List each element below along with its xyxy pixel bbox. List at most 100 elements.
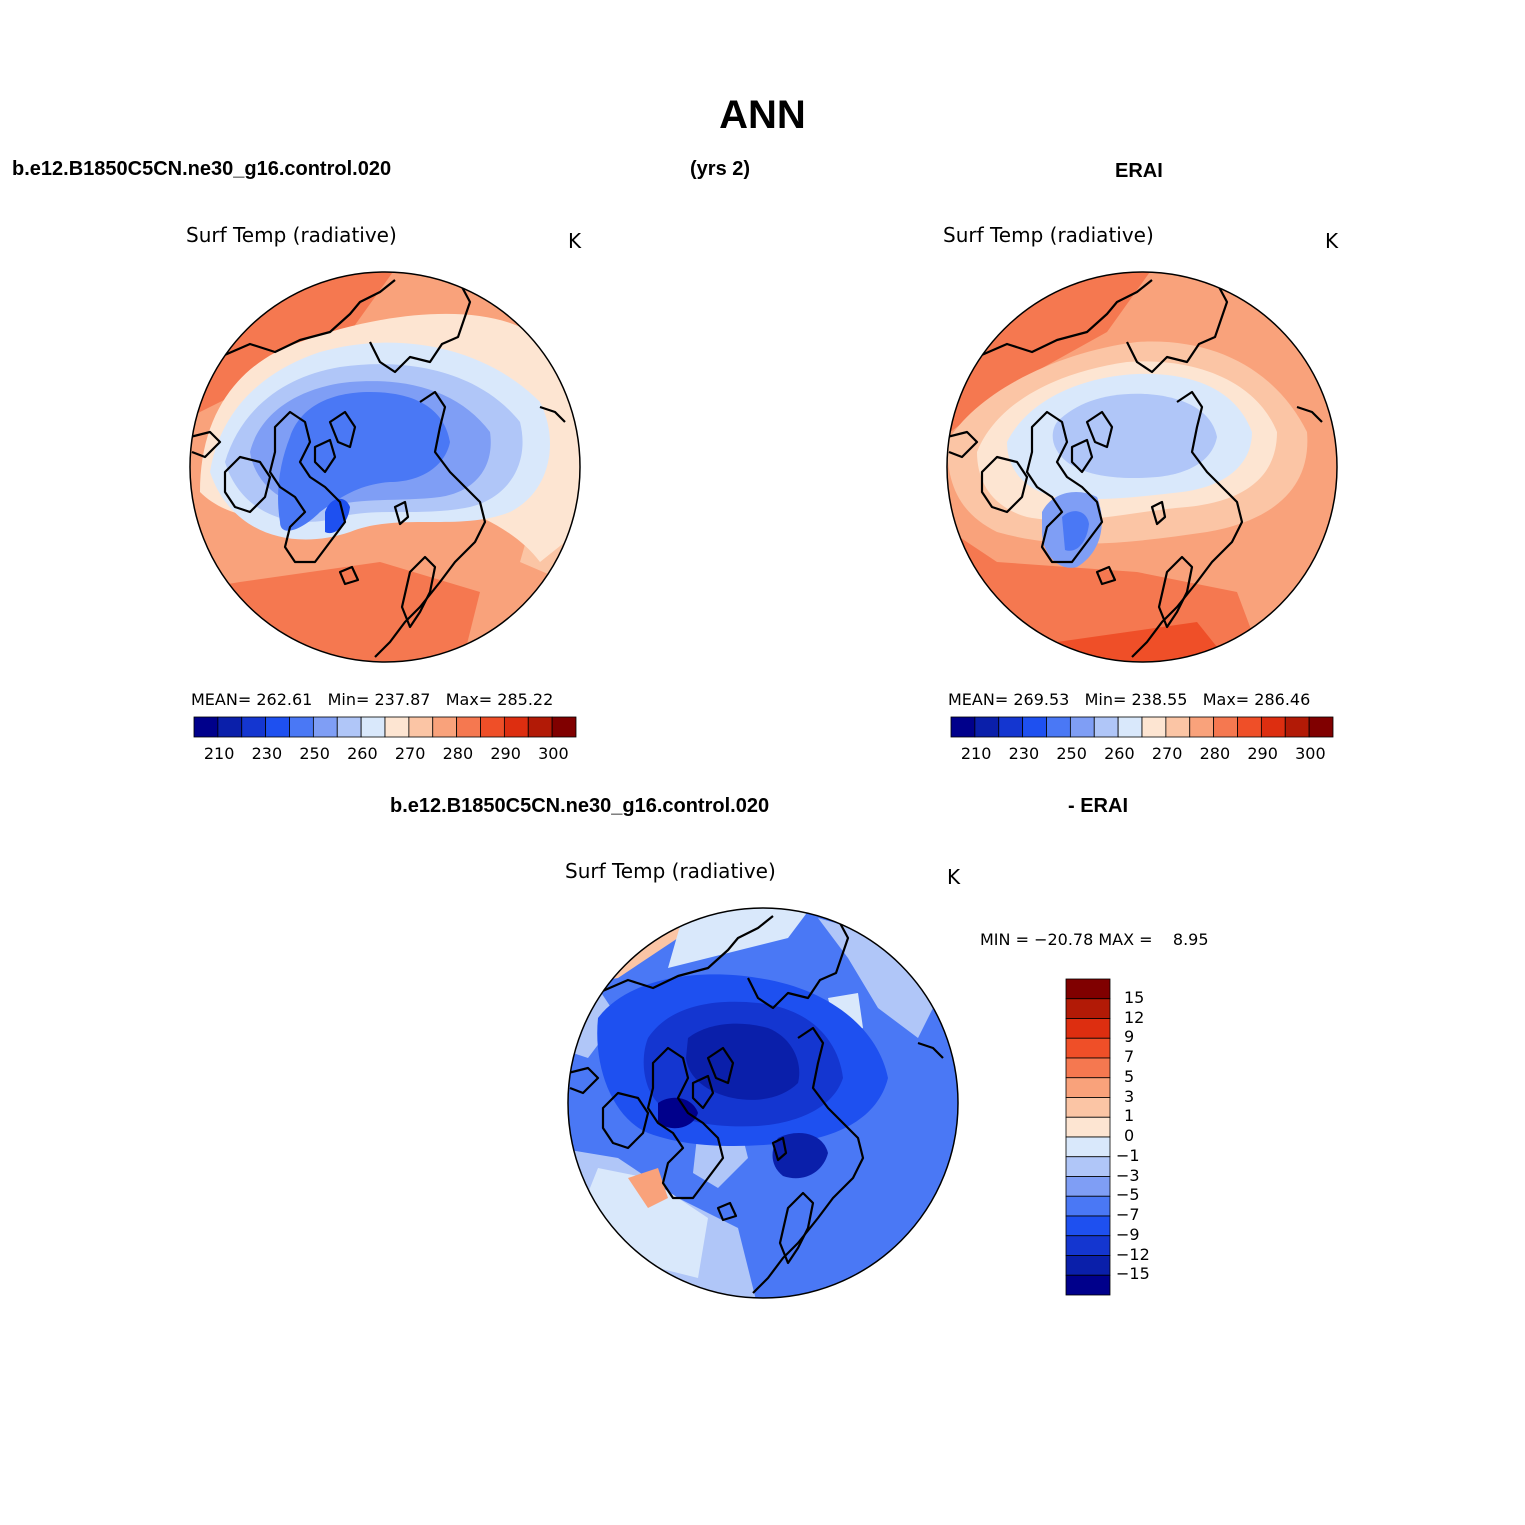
obs-colorbar-tick-label: 230 (1008, 744, 1040, 763)
obs-colorbar-box (1308, 716, 1334, 738)
obs-colorbar-box (1165, 716, 1191, 738)
diff-colorbar-box (1065, 1136, 1111, 1158)
model-min-value: 237.87 (374, 690, 431, 709)
obs-colorbar (950, 716, 1334, 738)
diff-colorbar-box (1065, 1195, 1111, 1217)
reference-header: ERAI (1115, 160, 1163, 182)
model-max-label: Max= (445, 690, 493, 709)
diff-colorbar-box (1065, 1176, 1111, 1197)
model-colorbar-box (527, 716, 553, 738)
diff-colorbar-tick-label: 12 (1124, 1007, 1145, 1027)
diff-colorbar-box (1065, 1018, 1111, 1039)
model-polar-map (189, 271, 581, 663)
model-colorbar-box (312, 716, 338, 738)
obs-colorbar-box (1093, 716, 1119, 738)
model-min-label: Min= (327, 690, 370, 709)
diff-colorbar-tick-label: 7 (1124, 1047, 1135, 1066)
obs-colorbar-box (1141, 716, 1167, 738)
model-colorbar-tick-label: 230 (251, 744, 283, 763)
obs-colorbar-box (1022, 716, 1047, 738)
obs-max-label: Max= (1202, 690, 1250, 709)
diff-colorbar-box (1065, 1077, 1111, 1098)
obs-stats: MEAN= 269.53 Min= 238.55 Max= 286.46 (948, 690, 1310, 709)
model-colorbar-tick-label: 210 (203, 744, 235, 763)
obs-colorbar-box (950, 716, 976, 738)
diff-colorbar-tick-label: −9 (1116, 1224, 1140, 1244)
model-colorbar-tick-label: 280 (442, 744, 474, 763)
diff-colorbar-tick-label: 3 (1124, 1086, 1135, 1106)
years-header: (yrs 2) (690, 158, 751, 180)
model-colorbar-box (432, 716, 458, 738)
diff-colorbar-box (1065, 1116, 1111, 1138)
case-name-header: b.e12.B1850C5CN.ne30_g16.control.020 (12, 158, 392, 180)
model-colorbar-tick-label: 300 (538, 744, 569, 763)
diff-colorbar-tick-label: −1 (1116, 1145, 1140, 1165)
diff-reference-header: - ERAI (1068, 795, 1128, 817)
model-colorbar-tick-label: 270 (394, 744, 426, 763)
diff-variable-label: Surf Temp (radiative) (565, 859, 776, 883)
obs-colorbar-box (1046, 716, 1071, 738)
obs-colorbar-box (998, 716, 1024, 738)
model-colorbar-box (336, 716, 362, 738)
model-colorbar-box (217, 716, 243, 738)
obs-min-label: Min= (1084, 690, 1127, 709)
model-colorbar-box (360, 716, 386, 738)
diff-colorbar-box (1065, 1037, 1111, 1059)
obs-colorbar-box (1284, 716, 1310, 738)
obs-colorbar-box (1069, 716, 1095, 738)
obs-mean-value: 269.53 (1013, 690, 1070, 709)
diff-colorbar-tick-label: 5 (1124, 1066, 1135, 1086)
plot-title: ANN (719, 93, 806, 137)
diff-colorbar-tick-label: −5 (1116, 1185, 1140, 1205)
model-colorbar-box (241, 716, 267, 738)
model-colorbar-box (551, 716, 577, 738)
model-stats: MEAN= 262.61 Min= 237.87 Max= 285.22 (191, 690, 553, 709)
obs-max-value: 286.46 (1254, 690, 1311, 709)
model-mean-label: MEAN= (191, 690, 252, 709)
obs-colorbar-labels: 210 230 250 260 270 280 290 300 (950, 744, 1334, 764)
diff-polar-map (567, 907, 959, 1299)
obs-colorbar-box (1260, 716, 1286, 738)
obs-colorbar-box (1117, 716, 1143, 738)
diff-colorbar-box (1065, 1235, 1111, 1256)
obs-variable-label: Surf Temp (radiative) (943, 223, 1154, 247)
model-colorbar-box (480, 716, 505, 738)
model-colorbar-box (265, 716, 290, 738)
obs-mean-label: MEAN= (948, 690, 1009, 709)
model-colorbar-tick-label: 250 (299, 744, 330, 763)
obs-colorbar-box (1213, 716, 1238, 738)
diff-colorbar-box (1065, 1274, 1111, 1296)
diff-colorbar-labels: 15 12 9 7 5 3 1 0 −1 −3 −5 −7 −9 −12 −15 (1116, 978, 1176, 1296)
model-colorbar-box (193, 716, 219, 738)
diff-colorbar-box (1065, 1156, 1111, 1177)
diff-case-header: b.e12.B1850C5CN.ne30_g16.control.020 (390, 795, 770, 817)
obs-colorbar-box (1189, 716, 1215, 738)
model-units-label: K (568, 229, 582, 253)
diff-units-label: K (947, 865, 961, 889)
model-colorbar-labels: 210 230 250 260 270 280 290 300 (193, 744, 577, 764)
diff-colorbar-tick-label: −12 (1116, 1244, 1150, 1264)
obs-colorbar-tick-label: 290 (1247, 744, 1278, 763)
model-colorbar-box (384, 716, 410, 738)
obs-min-value: 238.55 (1131, 690, 1188, 709)
obs-colorbar-box (974, 716, 1000, 738)
diff-colorbar-box (1065, 1255, 1111, 1276)
diff-colorbar-tick-label: 15 (1124, 987, 1145, 1007)
model-mean-value: 262.61 (256, 690, 313, 709)
diff-colorbar-tick-label: 0 (1124, 1126, 1135, 1145)
obs-colorbar-tick-label: 280 (1199, 744, 1231, 763)
diff-colorbar-tick-label: −15 (1116, 1264, 1150, 1284)
obs-units-label: K (1325, 229, 1339, 253)
model-colorbar-box (503, 716, 529, 738)
model-variable-label: Surf Temp (radiative) (186, 223, 397, 247)
model-colorbar-tick-label: 260 (347, 744, 378, 763)
model-colorbar-tick-label: 290 (490, 744, 521, 763)
diff-minmax: MIN = −20.78 MAX = 8.95 (980, 930, 1209, 949)
diff-colorbar-tick-label: −3 (1116, 1165, 1140, 1185)
diff-colorbar-tick-label: 1 (1124, 1106, 1135, 1126)
obs-colorbar-tick-label: 300 (1295, 744, 1326, 763)
diff-colorbar-box (1065, 998, 1111, 1019)
obs-colorbar-box (1237, 716, 1262, 738)
diff-colorbar-box (1065, 1097, 1111, 1118)
model-colorbar-box (456, 716, 481, 738)
